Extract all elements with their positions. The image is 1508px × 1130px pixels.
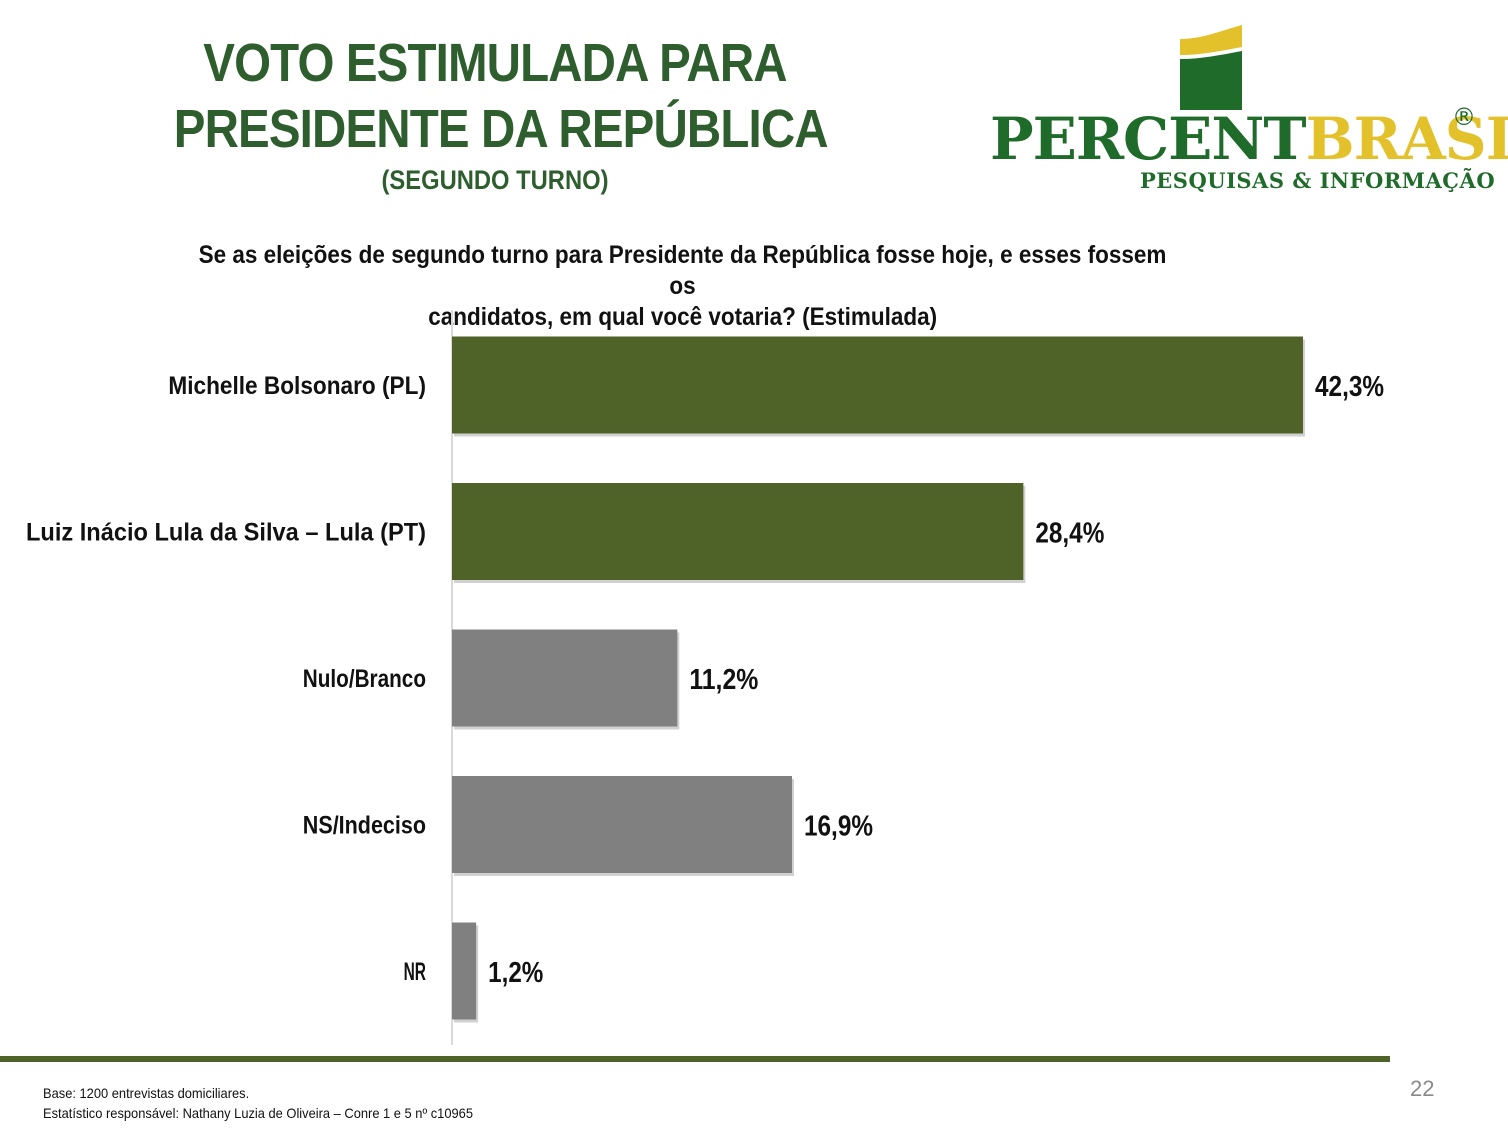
logo-brand-part2: BRASIL: [1305, 105, 1508, 173]
data-label-2: 28,4%: [1035, 518, 1104, 550]
footer-divider: [0, 1056, 1390, 1062]
footer-statistician-note: Estatístico responsável: Nathany Luzia d…: [43, 1105, 473, 1121]
page-subtitle: (SEGUNDO TURNO): [381, 165, 609, 195]
footer-notes: Base: 1200 entrevistas domiciliares. Est…: [43, 1083, 510, 1123]
logo-brand-part1: PERCENT: [990, 105, 1307, 173]
logo-wordmark: PERCENTBRASIL: [990, 107, 1508, 171]
bar-4: [452, 776, 792, 873]
category-label-2: Luiz Inácio Lula da Silva – Lula (PT): [26, 519, 426, 547]
flag-icon: [1180, 25, 1242, 110]
bar-chart: Michelle Bolsonaro (PL) 42,3% Luiz Inácio …: [26, 310, 1384, 1045]
bar-2: [452, 483, 1024, 580]
logo-tagline: PESQUISAS & INFORMAÇÃO: [1140, 168, 1496, 193]
category-label-4: NS/Indeciso: [303, 812, 426, 840]
bar-1: [452, 336, 1303, 434]
page-title-line-2: PRESIDENTE DA REPÚBLICA: [173, 99, 829, 159]
registered-mark: ®: [1452, 103, 1476, 131]
percentbrasil-logo: PERCENTBRASIL ® PESQUISAS & INFORMAÇÃO: [990, 25, 1508, 205]
title-block: VOTO ESTIMULADA PARA PRESIDENTE DA REPÚB…: [130, 30, 860, 198]
footer-base-note: Base: 1200 entrevistas domiciliares.: [43, 1085, 250, 1101]
category-label-1: Michelle Bolsonaro (PL): [168, 372, 426, 400]
page-title-line-1: VOTO ESTIMULADA PARA: [203, 33, 787, 93]
bar-3: [452, 629, 678, 727]
survey-question: Se as eleições de segundo turno para Pre…: [130, 240, 1235, 333]
category-label-3: Nulo/Branco: [303, 665, 426, 693]
data-label-4: 16,9%: [804, 811, 873, 843]
data-label-3: 11,2%: [689, 664, 758, 696]
data-label-5: 1,2%: [488, 957, 543, 989]
category-label-5: NR: [404, 958, 426, 986]
data-label-1: 42,3%: [1315, 371, 1384, 403]
page-number: 22: [1410, 1076, 1435, 1101]
question-line-1: Se as eleições de segundo turno para Pre…: [198, 241, 1167, 300]
bar-5: [452, 922, 477, 1020]
question-line-2: candidatos, em qual você votaria? (Estim…: [428, 303, 937, 331]
